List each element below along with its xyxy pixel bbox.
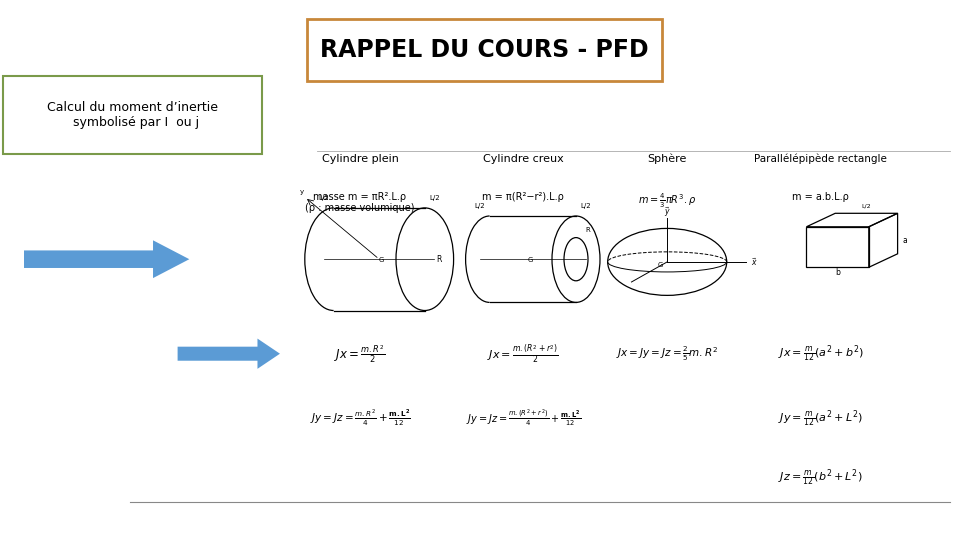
Text: m = π(R²−r²).L.ρ: m = π(R²−r²).L.ρ xyxy=(482,192,564,202)
Text: Cylindre plein: Cylindre plein xyxy=(322,154,398,164)
Text: $Jx = \frac{m}{12}(a^2+b^2)$: $Jx = \frac{m}{12}(a^2+b^2)$ xyxy=(778,343,864,364)
Text: Sphère: Sphère xyxy=(647,154,687,164)
Text: $m = \frac{4}{3}\pi R^3.\rho$: $m = \frac{4}{3}\pi R^3.\rho$ xyxy=(638,192,696,210)
Text: G: G xyxy=(658,262,663,268)
Text: L/2: L/2 xyxy=(474,203,485,209)
Text: $Jz = \frac{m}{12}(b^2+L^2)$: $Jz = \frac{m}{12}(b^2+L^2)$ xyxy=(779,468,863,488)
Text: L/2: L/2 xyxy=(581,203,591,209)
Text: L/2: L/2 xyxy=(430,195,441,201)
Text: $Jx = \frac{m.(R^2+r^2)}{2}$: $Jx = \frac{m.(R^2+r^2)}{2}$ xyxy=(488,343,559,364)
Text: G: G xyxy=(378,257,384,263)
Text: Cylindre creux: Cylindre creux xyxy=(483,154,564,164)
Text: L/2: L/2 xyxy=(861,204,872,209)
Text: masse m = πR².L.ρ
(ρ : masse volumique): masse m = πR².L.ρ (ρ : masse volumique) xyxy=(305,192,415,213)
FancyArrow shape xyxy=(178,339,280,369)
FancyBboxPatch shape xyxy=(307,19,662,81)
Text: RAPPEL DU COURS - PFD: RAPPEL DU COURS - PFD xyxy=(321,38,649,62)
Text: Parallélépipède rectangle: Parallélépipède rectangle xyxy=(755,154,887,164)
Text: b: b xyxy=(835,268,840,278)
Text: y: y xyxy=(300,190,304,195)
Text: $Jy = Jz = \frac{m.(R^2+r^2)}{4} + \frac{\mathbf{m.L^2}}{12}$: $Jy = Jz = \frac{m.(R^2+r^2)}{4} + \frac… xyxy=(466,408,581,429)
Text: $Jx = Jy = Jz = \frac{2}{5}m.R^2$: $Jx = Jy = Jz = \frac{2}{5}m.R^2$ xyxy=(616,345,718,363)
Text: a: a xyxy=(902,236,907,245)
Text: Calcul du moment d’inertie
  symbolisé par I  ou j: Calcul du moment d’inertie symbolisé par… xyxy=(47,101,218,129)
Text: L/2: L/2 xyxy=(318,195,328,201)
FancyBboxPatch shape xyxy=(3,76,262,154)
Text: $Jy = \frac{m}{12}(a^2+L^2)$: $Jy = \frac{m}{12}(a^2+L^2)$ xyxy=(779,408,863,429)
Text: $\vec{x}$: $\vec{x}$ xyxy=(751,256,757,268)
Text: R: R xyxy=(586,227,590,233)
Text: R: R xyxy=(436,255,442,264)
Text: m = a.b.L.ρ: m = a.b.L.ρ xyxy=(792,192,850,202)
FancyArrow shape xyxy=(24,240,189,278)
Text: $Jx = \frac{m.R^2}{2}$: $Jx = \frac{m.R^2}{2}$ xyxy=(334,343,386,364)
Text: $\vec{y}$: $\vec{y}$ xyxy=(663,205,671,219)
Text: $Jy = Jz = \frac{m.R^2}{4} + \frac{\mathbf{m.L^2}}{12}$: $Jy = Jz = \frac{m.R^2}{4} + \frac{\math… xyxy=(309,409,411,428)
Text: G: G xyxy=(528,257,534,263)
